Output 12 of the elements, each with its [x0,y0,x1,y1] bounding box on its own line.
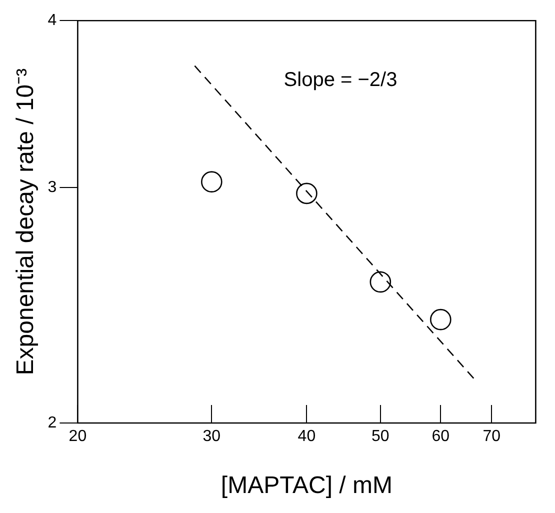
x-tick-label: 50 [372,428,390,446]
y-tick-label: 2 [48,414,57,432]
x-axis-title: [MAPTAC] / mM [220,472,392,500]
y-tick-label: 3 [48,179,57,196]
x-tick-label: 20 [68,428,87,446]
x-tick-label: 60 [432,428,450,446]
x-tick-label: 30 [202,428,221,446]
x-tick-label: 40 [298,428,316,446]
y-axis-title: Exponential decay rate / 10⁻³ [12,68,40,376]
x-tick-label: 70 [482,428,501,446]
annotation: Slope = −2/3 [284,69,398,92]
y-tick-label: 4 [48,12,57,30]
